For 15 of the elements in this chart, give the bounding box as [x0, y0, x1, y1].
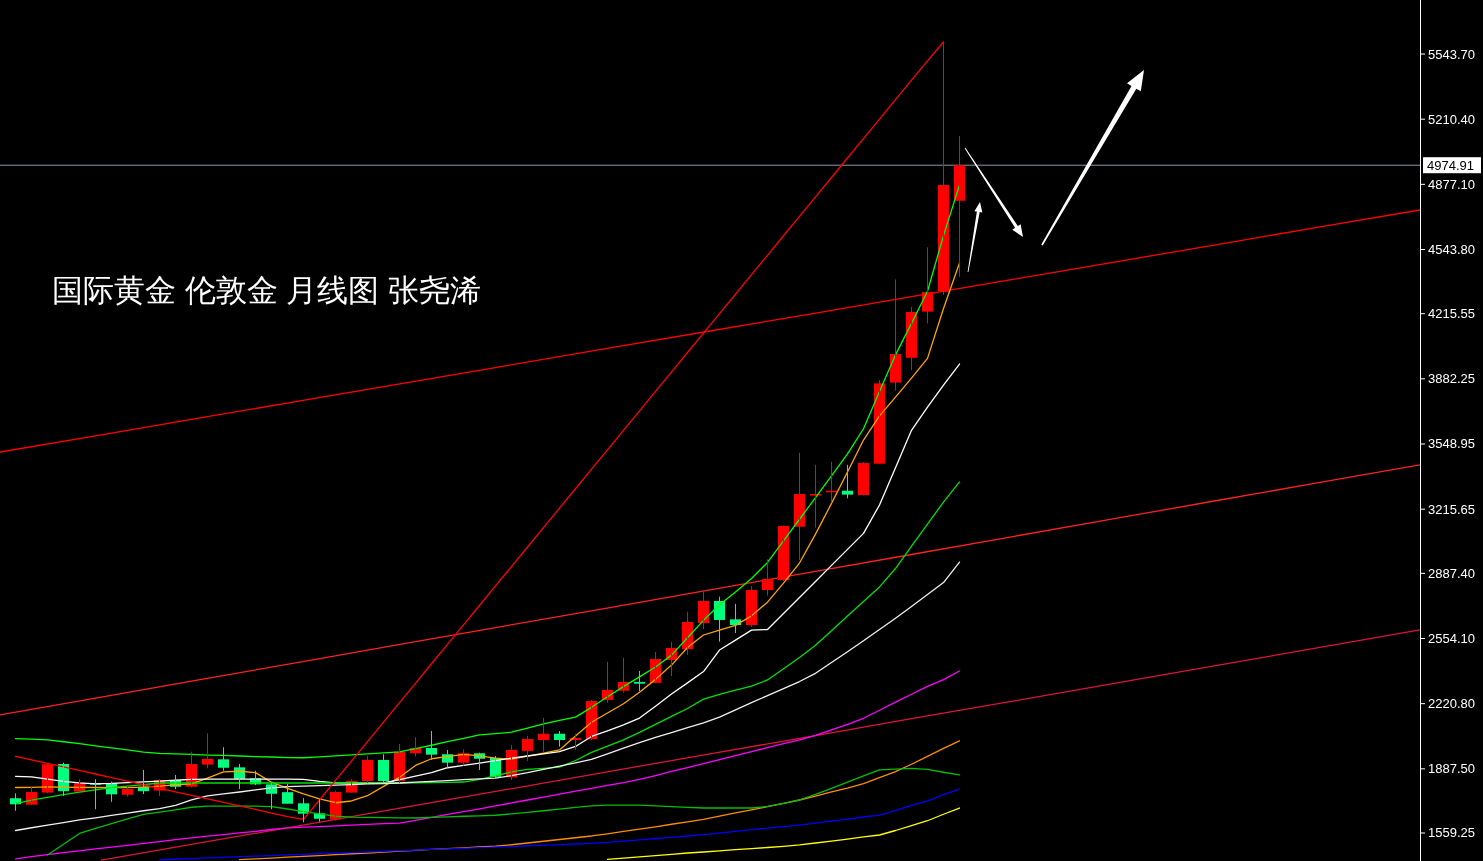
y-tick-label: 3548.95 [1428, 436, 1475, 452]
y-tick-label: 2554.10 [1428, 631, 1475, 646]
y-tick-label: 1887.50 [1428, 761, 1475, 777]
y-tick-label: 3215.65 [1428, 501, 1475, 517]
y-tick-label: 5543.70 [1428, 46, 1475, 62]
y-tick-label: 1559.25 [1428, 825, 1475, 841]
y-tick-label: 5210.40 [1428, 111, 1475, 127]
y-tick-label: 4877.10 [1428, 176, 1475, 192]
y-tick-label: 4215.55 [1428, 306, 1475, 322]
ref-line-label: 4974.91 [1427, 157, 1474, 173]
y-tick-label: 2887.40 [1428, 565, 1475, 581]
text: 国际黄金 伦敦金 月线图 张尧浠 [52, 272, 481, 308]
y-tick-label: 2220.80 [1428, 696, 1475, 712]
y-tick-label: 3882.25 [1428, 371, 1475, 387]
y-tick-label: 4543.80 [1428, 242, 1475, 257]
